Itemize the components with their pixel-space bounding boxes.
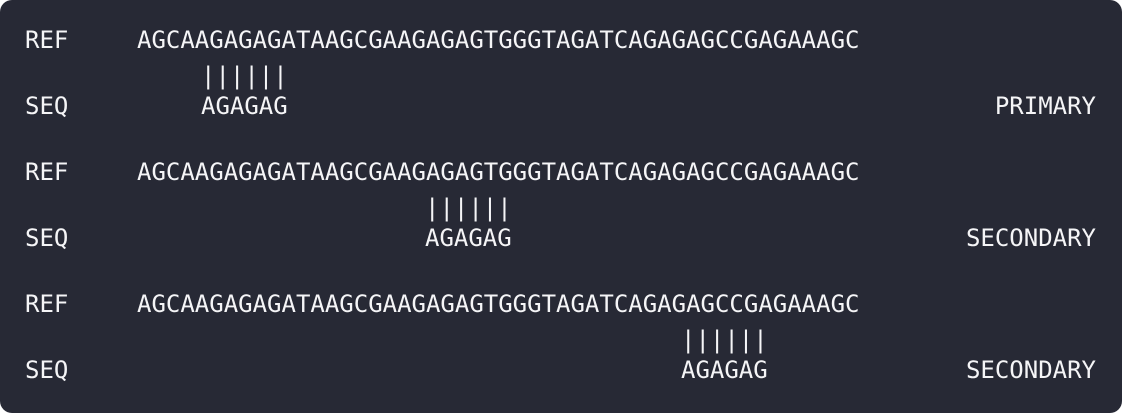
alignment-block-primary: REF AGCAAGAGAGATAAGCGAAGAGAGTGGGTAGATCAG… (0, 28, 1122, 148)
read-sequence: AGAGAG (681, 356, 768, 384)
alignment-type-label: SECONDARY (965, 356, 1096, 384)
alignment-type-label: PRIMARY (994, 92, 1096, 120)
reference-sequence: AGCAAGAGAGATAAGCGAAGAGAGTGGGTAGATCAGAGAG… (137, 26, 860, 54)
reference-sequence: AGCAAGAGAGATAAGCGAAGAGAGTGGGTAGATCAGAGAG… (137, 290, 860, 318)
seq-label: SEQ (25, 356, 69, 384)
read-sequence: AGAGAG (201, 92, 288, 120)
match-bars: |||||| (201, 62, 288, 90)
alignment-type-label: SECONDARY (965, 224, 1096, 252)
alignment-block-secondary-1: REF AGCAAGAGAGATAAGCGAAGAGAGTGGGTAGATCAG… (0, 160, 1122, 280)
match-bars: |||||| (681, 326, 768, 354)
match-bars: |||||| (425, 194, 512, 222)
reference-sequence: AGCAAGAGAGATAAGCGAAGAGAGTGGGTAGATCAGAGAG… (137, 158, 860, 186)
ref-label: REF (25, 158, 69, 186)
alignment-block-secondary-2: REF AGCAAGAGAGATAAGCGAAGAGAGTGGGTAGATCAG… (0, 292, 1122, 412)
ref-label: REF (25, 26, 69, 54)
ref-label: REF (25, 290, 69, 318)
seq-label: SEQ (25, 224, 69, 252)
seq-label: SEQ (25, 92, 69, 120)
read-sequence: AGAGAG (425, 224, 512, 252)
